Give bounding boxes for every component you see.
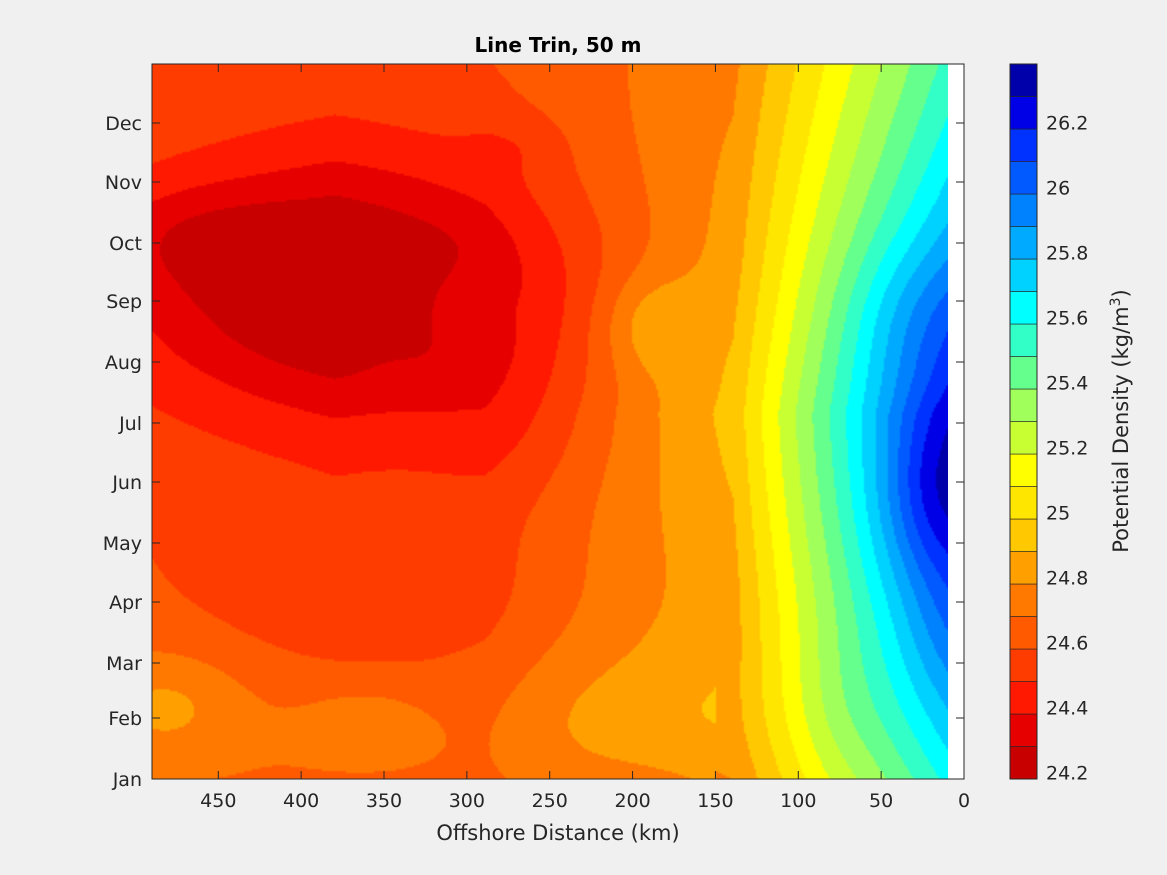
x-tick-label: 100 xyxy=(780,790,816,812)
colorbar-tick-label: 24.2 xyxy=(1046,763,1088,785)
x-tick-label: 250 xyxy=(532,790,568,812)
colorbar-tick-label: 25.6 xyxy=(1046,308,1088,330)
colorbar-tick-label: 25 xyxy=(1046,503,1070,525)
y-tick-label-jun: Jun xyxy=(111,472,142,494)
colorbar xyxy=(1009,63,1038,780)
plot-area xyxy=(151,63,965,780)
x-tick-label: 0 xyxy=(958,790,970,812)
colorbar-frame xyxy=(1009,63,1038,780)
colorbar-level xyxy=(1009,616,1038,650)
colorbar-level xyxy=(1009,258,1038,292)
colorbar-level xyxy=(1009,518,1038,552)
colorbar-tick-label: 26 xyxy=(1046,178,1070,200)
y-tick-label-apr: Apr xyxy=(109,592,142,614)
colorbar-label-text: Potential Density (kg/m xyxy=(1109,306,1133,552)
x-tick-label: 400 xyxy=(283,790,319,812)
colorbar-ticks: 24.2 24.4 24.6 24.8 25 25.2 25.4 25.6 25.8 26 26.2 xyxy=(1046,113,1088,785)
x-tick-label: 350 xyxy=(366,790,402,812)
x-axis: 450 400 350 300 250 200 150 100 50 0 xyxy=(200,64,970,812)
x-tick-label: 200 xyxy=(614,790,650,812)
colorbar-level xyxy=(1009,551,1038,585)
x-tick-label: 300 xyxy=(449,790,485,812)
colorbar-level xyxy=(1009,713,1038,747)
colorbar-level xyxy=(1009,388,1038,422)
colorbar-level xyxy=(1009,421,1038,455)
colorbar-tick-label: 25.8 xyxy=(1046,243,1088,265)
colorbar-level xyxy=(1009,128,1038,162)
plot-frame xyxy=(151,63,965,780)
colorbar-tick-label: 24.6 xyxy=(1046,633,1088,655)
colorbar-level xyxy=(1009,356,1038,390)
colorbar-tick-label: 25.4 xyxy=(1046,373,1088,395)
y-tick-label-jul: Jul xyxy=(118,413,142,435)
y-tick-label-aug: Aug xyxy=(105,352,142,374)
colorbar-label-superscript: 3 xyxy=(1108,297,1124,306)
colorbar-level xyxy=(1009,583,1038,617)
colorbar-level xyxy=(1009,681,1038,715)
y-tick-label-jan: Jan xyxy=(112,769,142,791)
y-axis: Jan Feb Mar Apr May Jun Jul Aug Sep Oct Nov Dec xyxy=(103,113,964,791)
y-tick-label-sep: Sep xyxy=(106,291,142,313)
x-tick-label: 450 xyxy=(200,790,236,812)
colorbar-level xyxy=(1009,486,1038,520)
x-tick-label: 50 xyxy=(869,790,893,812)
colorbar-level xyxy=(1009,96,1038,130)
colorbar-level xyxy=(1009,63,1038,97)
chart-title: Line Trin, 50 m xyxy=(475,33,642,57)
colorbar-tick-label: 26.2 xyxy=(1046,113,1088,135)
colorbar-level xyxy=(1009,226,1038,260)
y-tick-label-nov: Nov xyxy=(105,172,142,194)
colorbar-label: Potential Density (kg/m3) xyxy=(1108,289,1133,553)
y-tick-label-feb: Feb xyxy=(108,708,142,730)
colorbar-level xyxy=(1009,323,1038,357)
y-tick-label-mar: Mar xyxy=(106,653,142,675)
y-tick-label-oct: Oct xyxy=(109,233,142,255)
density-contour-field xyxy=(152,64,948,779)
y-tick-label-may: May xyxy=(103,533,142,555)
colorbar-label-close: ) xyxy=(1109,289,1133,297)
x-tick-label: 150 xyxy=(697,790,733,812)
colorbar-tick-label: 24.4 xyxy=(1046,698,1088,720)
colorbar-level xyxy=(1009,648,1038,682)
colorbar-level xyxy=(1009,746,1038,780)
colorbar-tick-label: 24.8 xyxy=(1046,568,1088,590)
colorbar-level xyxy=(1009,453,1038,487)
y-tick-label-dec: Dec xyxy=(105,113,142,135)
x-axis-label: Offshore Distance (km) xyxy=(436,821,679,845)
colorbar-level xyxy=(1009,193,1038,227)
colorbar-tick-label: 25.2 xyxy=(1046,438,1088,460)
colorbar-level xyxy=(1009,291,1038,325)
colorbar-level xyxy=(1009,161,1038,195)
